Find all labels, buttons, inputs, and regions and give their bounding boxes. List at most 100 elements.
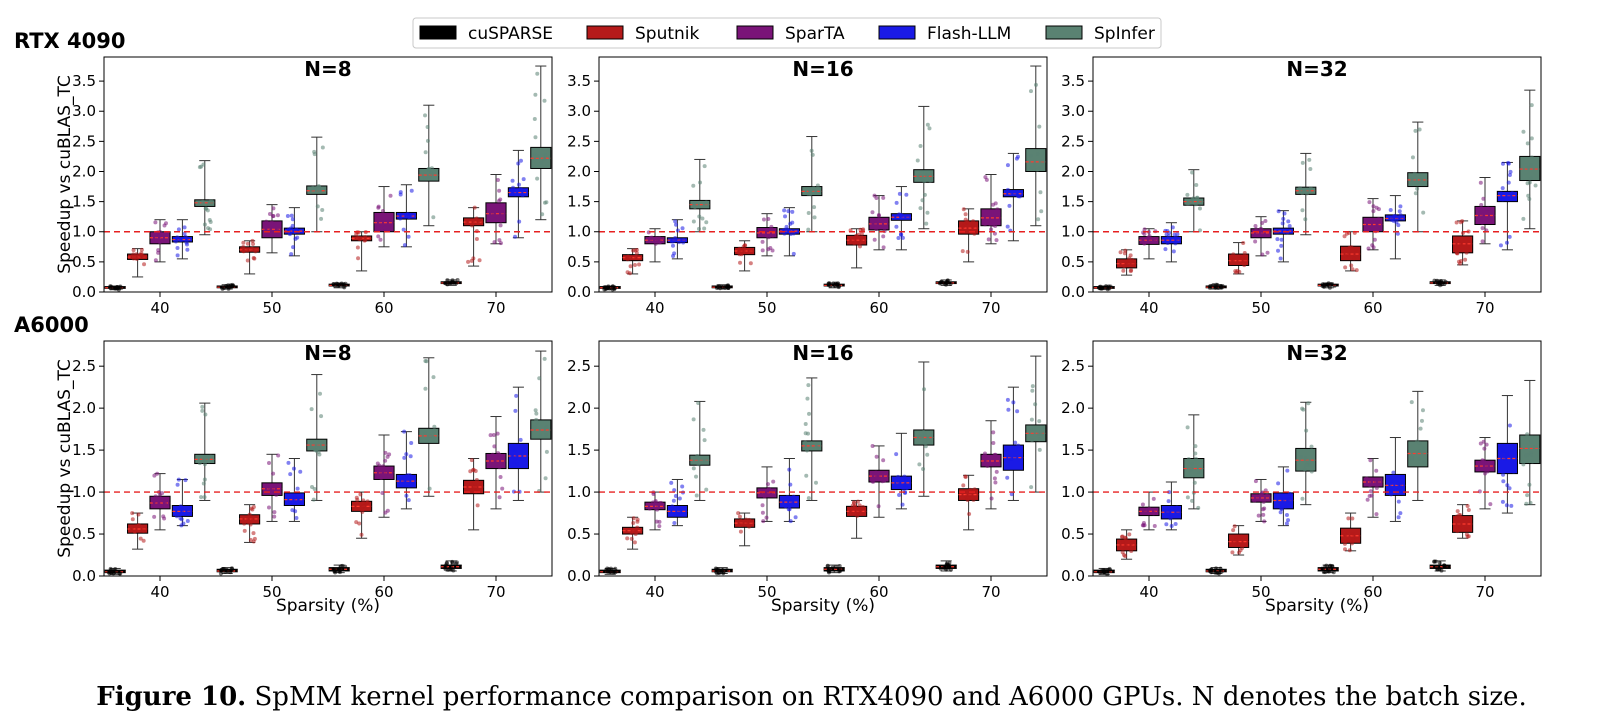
sample-point — [1500, 197, 1505, 202]
sample-point — [919, 176, 924, 181]
sample-point — [925, 452, 930, 457]
box-spinfer-70 — [1025, 65, 1047, 227]
sample-point — [224, 568, 229, 573]
sample-point — [647, 506, 652, 511]
sample-point — [1331, 570, 1336, 575]
sample-point — [1455, 251, 1460, 256]
sample-point — [830, 565, 835, 570]
sample-point — [386, 473, 391, 478]
sample-point — [1122, 264, 1127, 269]
sample-point — [876, 212, 881, 217]
sample-point — [359, 532, 364, 537]
box-sputnik-50 — [734, 240, 756, 272]
sample-point — [388, 193, 393, 198]
sample-point — [427, 175, 432, 180]
sample-point — [896, 236, 901, 241]
box-sputnik-70 — [463, 458, 485, 531]
sample-point — [738, 518, 743, 523]
sample-point — [1479, 202, 1484, 207]
sample-point — [406, 234, 411, 239]
sample-point — [782, 231, 787, 236]
sample-point — [1463, 527, 1468, 532]
sample-point — [161, 514, 166, 519]
legend-label: SpInfer — [1094, 24, 1155, 44]
sample-point — [498, 218, 503, 223]
sample-point — [1123, 536, 1128, 541]
sample-point — [691, 417, 696, 422]
sample-point — [1275, 237, 1280, 242]
y-tick-label: 2.0 — [72, 399, 96, 417]
sample-point — [311, 497, 316, 502]
box-cusparse-70 — [1429, 278, 1451, 288]
sample-point — [721, 571, 726, 576]
sample-point — [674, 512, 679, 517]
sample-point — [408, 454, 413, 459]
sample-point — [1375, 221, 1380, 226]
sample-point — [156, 248, 161, 253]
sample-point — [1029, 417, 1034, 422]
box-spinfer-40 — [689, 400, 711, 501]
sample-point — [469, 458, 474, 463]
sample-point — [738, 260, 743, 265]
sample-point — [1128, 253, 1133, 258]
sample-point — [1349, 245, 1354, 250]
sample-point — [517, 219, 522, 224]
sample-point — [364, 501, 369, 506]
sample-point — [535, 176, 540, 181]
box-spinfer-50 — [801, 136, 823, 233]
sample-point — [785, 495, 790, 500]
sample-point — [532, 425, 537, 430]
sample-point — [1197, 206, 1202, 211]
sample-point — [1280, 221, 1285, 226]
sample-point — [1526, 165, 1531, 170]
sample-point — [894, 200, 899, 205]
sample-point — [423, 359, 428, 364]
sample-point — [1185, 425, 1190, 430]
sample-point — [1284, 512, 1289, 517]
sample-point — [1152, 524, 1157, 529]
sample-point — [1528, 500, 1533, 505]
sample-point — [721, 568, 726, 573]
sample-point — [1015, 409, 1020, 414]
sample-point — [1165, 241, 1170, 246]
sample-point — [407, 215, 412, 220]
sample-point — [808, 188, 813, 193]
box-cusparse-40 — [1093, 566, 1115, 577]
sample-point — [1506, 160, 1511, 165]
box-cusparse-60 — [823, 563, 845, 575]
sample-point — [673, 235, 678, 240]
sample-point — [983, 175, 988, 180]
sample-point — [1261, 499, 1266, 504]
sample-point — [1419, 178, 1424, 183]
sample-point — [1395, 216, 1400, 221]
sample-point — [177, 512, 182, 517]
sample-point — [803, 431, 808, 436]
sample-point — [1299, 189, 1304, 194]
sample-point — [496, 451, 501, 456]
sample-point — [1507, 234, 1512, 239]
sample-point — [787, 467, 792, 472]
sample-point — [250, 507, 255, 512]
sample-point — [967, 511, 972, 516]
sample-point — [425, 125, 430, 130]
sample-point — [1170, 225, 1175, 230]
sample-point — [1443, 279, 1448, 284]
box-sparta-50 — [1250, 478, 1272, 524]
sample-point — [1287, 491, 1292, 496]
box-sparta-40 — [644, 490, 666, 531]
box-sputnik-50 — [239, 504, 261, 544]
sample-point — [677, 496, 682, 501]
box-sparta-70 — [485, 416, 507, 510]
sample-point — [494, 214, 499, 219]
sample-point — [251, 242, 256, 247]
x-tick-label: 70 — [1475, 299, 1494, 317]
sample-point — [1391, 470, 1396, 475]
sample-point — [241, 249, 246, 254]
sample-point — [229, 566, 234, 571]
sample-point — [242, 528, 247, 533]
sample-point — [267, 211, 272, 216]
sample-point — [1459, 241, 1464, 246]
sample-point — [472, 487, 477, 492]
sample-point — [1281, 216, 1286, 221]
sample-point — [657, 501, 662, 506]
